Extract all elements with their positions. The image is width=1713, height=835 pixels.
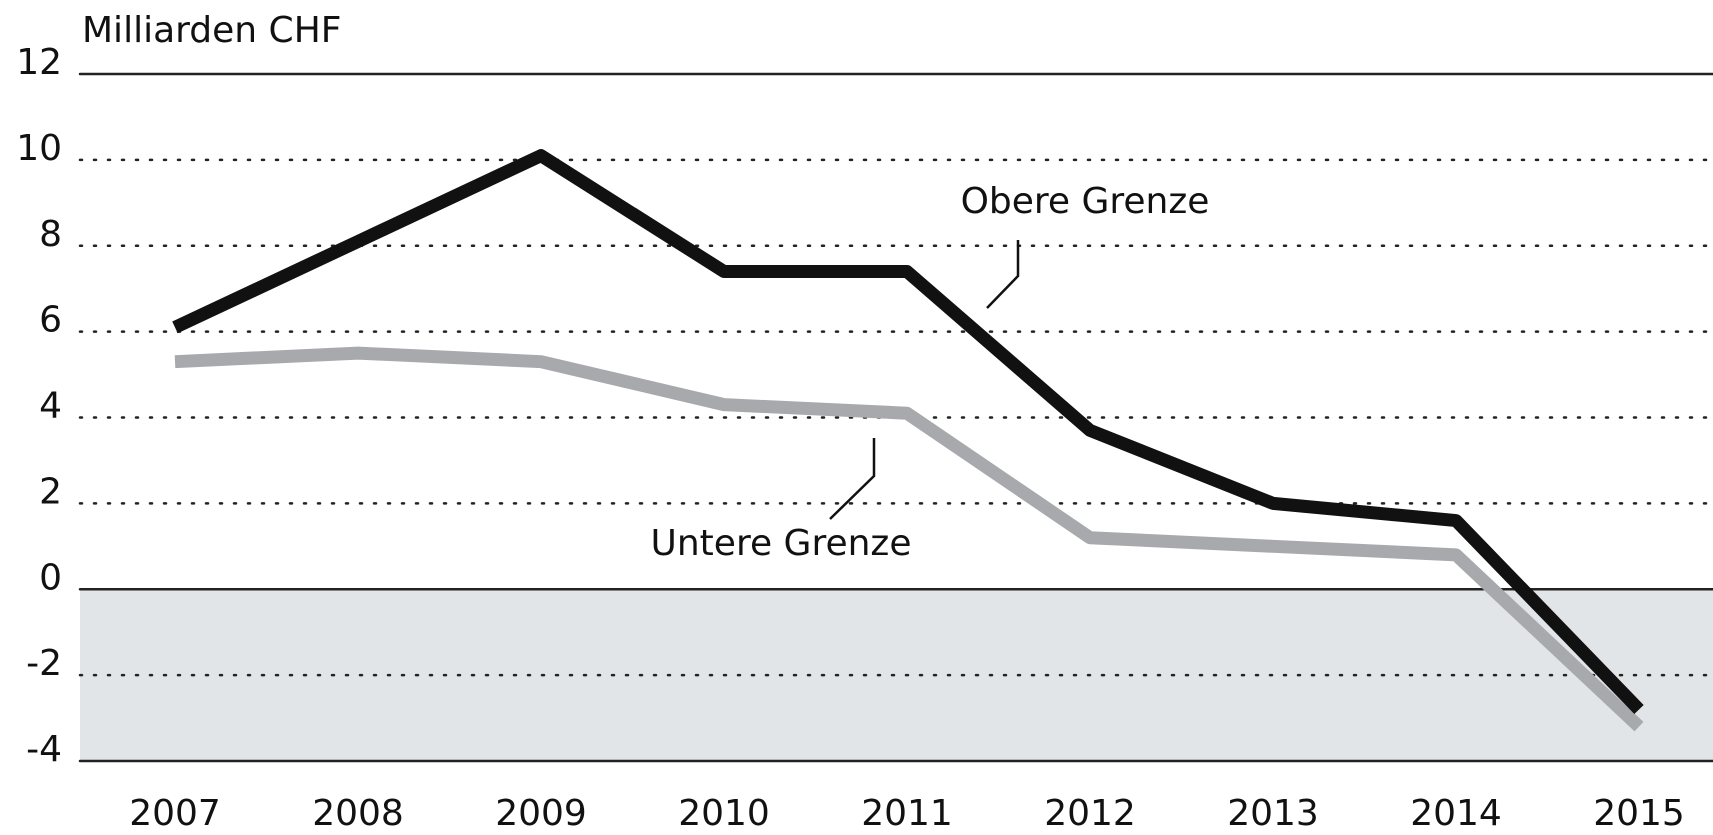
y-tick-label: -4 [26, 729, 62, 770]
x-tick-label: 2010 [678, 793, 770, 834]
x-tick-label: 2008 [312, 793, 404, 834]
y-axis-label: Milliarden CHF [82, 10, 341, 51]
leader-line [986, 240, 1020, 309]
series-label: Untere Grenze [651, 523, 912, 564]
x-tick-label: 2009 [495, 793, 587, 834]
y-tick-label: 0 [39, 557, 62, 598]
x-tick-label: 2012 [1044, 793, 1136, 834]
leader-line [829, 438, 876, 520]
y-tick-label: 10 [16, 128, 62, 169]
series-line [174, 346, 1644, 732]
x-tick-label: 2013 [1227, 793, 1319, 834]
x-tick-label: 2014 [1410, 793, 1502, 834]
y-tick-label: -2 [26, 643, 62, 684]
x-tick-label: 2011 [861, 793, 953, 834]
series-label: Obere Grenze [961, 181, 1210, 222]
y-tick-label: 12 [16, 42, 62, 83]
series-line [172, 149, 1644, 714]
y-tick-label: 6 [39, 300, 62, 341]
x-tick-label: 2007 [129, 793, 221, 834]
y-tick-label: 4 [39, 386, 62, 427]
x-tick-label: 2015 [1593, 793, 1685, 834]
y-tick-label: 2 [39, 471, 62, 512]
y-tick-label: 8 [39, 214, 62, 255]
